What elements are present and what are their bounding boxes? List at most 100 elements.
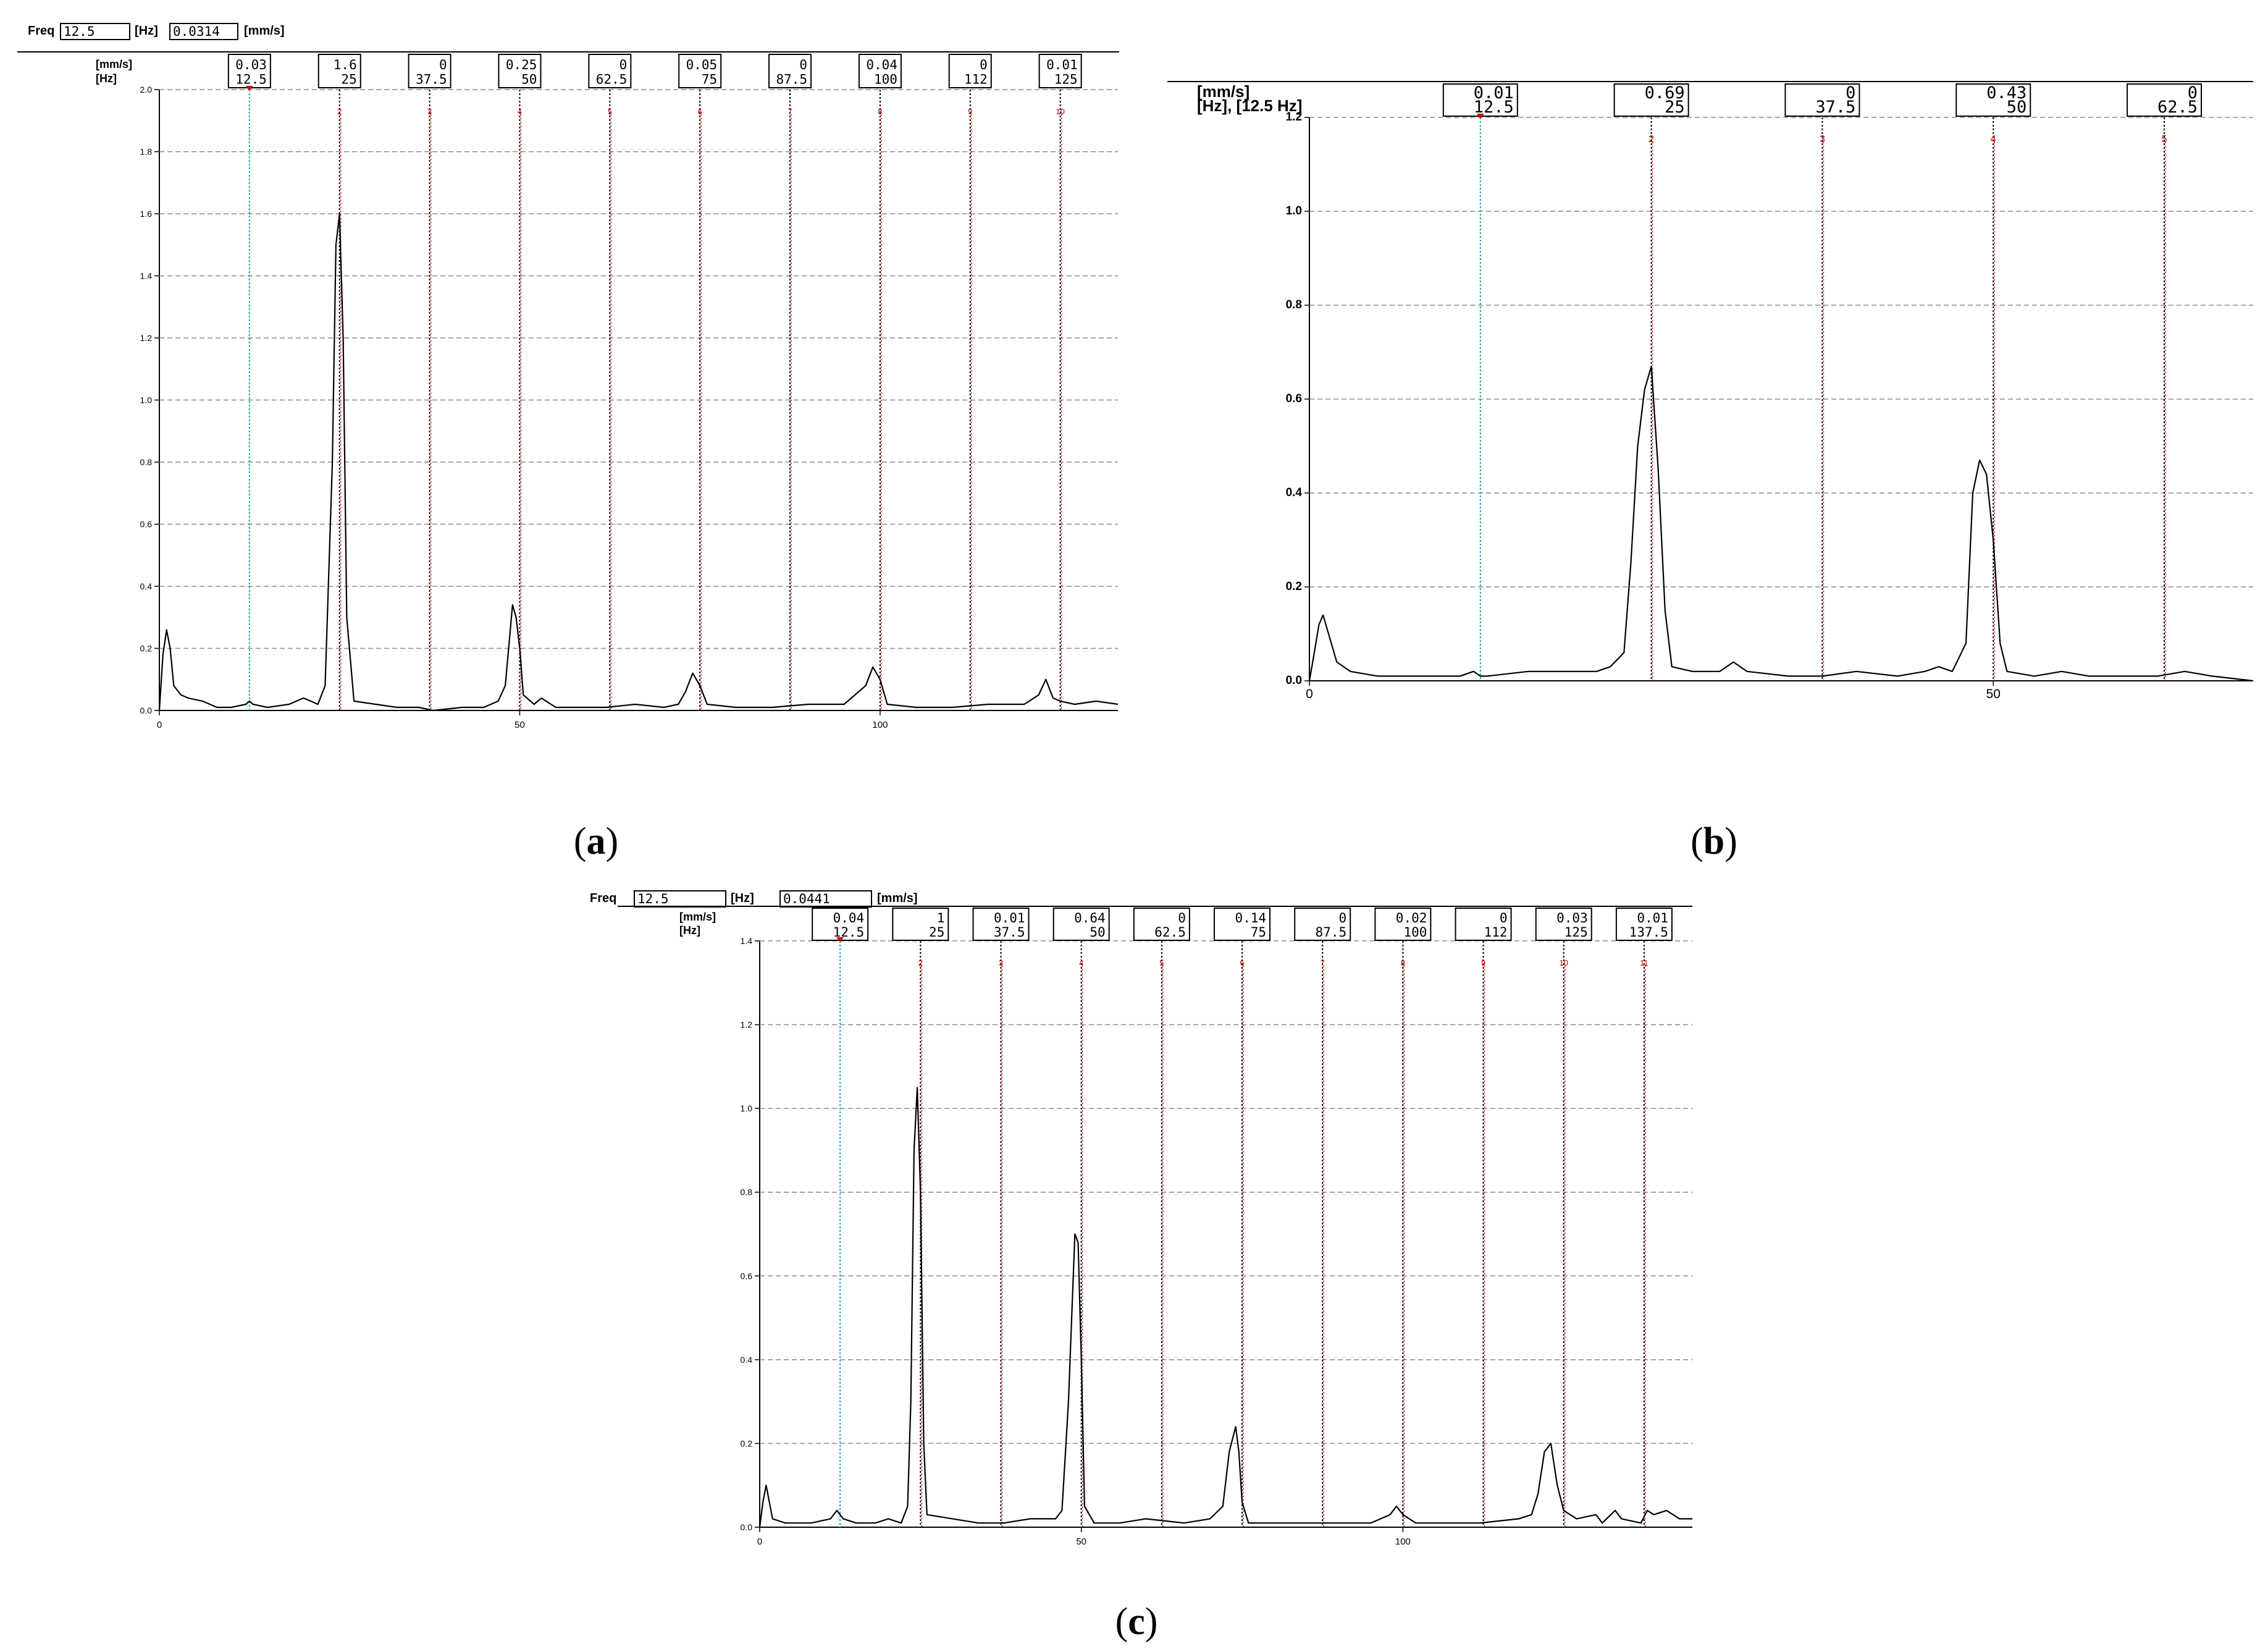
harmonic-amp: 0	[980, 57, 988, 72]
y-tick-label: 0.0	[741, 1522, 753, 1532]
harmonic-freq: 87.5	[1316, 925, 1347, 940]
cursor-marker-icon	[245, 86, 253, 91]
harmonic-box	[1955, 83, 2031, 117]
panel-caption-letter: a	[587, 820, 606, 862]
harmonic-box	[892, 908, 949, 941]
y-tick-label: 0.0	[140, 706, 153, 715]
harmonic-box	[408, 54, 452, 88]
freq-unit: [Hz]	[135, 24, 158, 38]
harmonic-amp: 0.03	[235, 57, 267, 72]
amp-unit-label: [mm/s]	[96, 58, 132, 70]
harmonic-cursor-5[interactable]: 062.55	[588, 54, 632, 710]
harmonic-box	[972, 908, 1030, 941]
harmonic-amp: 0.04	[833, 911, 865, 925]
harmonic-number: 8	[878, 107, 882, 116]
y-tick-label: 1.2	[140, 333, 153, 343]
harmonic-amp: 0.01	[1637, 911, 1668, 925]
harmonic-cursor-5[interactable]: 062.55	[1133, 908, 1190, 1527]
harmonic-freq: 112	[1484, 925, 1508, 940]
harmonic-box	[1214, 908, 1271, 941]
harmonic-amp: 0.43	[1986, 83, 2026, 103]
harmonic-number: 3	[427, 107, 432, 116]
harmonic-freq: 125	[1054, 72, 1078, 87]
harmonic-amp: 0.03	[1556, 911, 1588, 925]
harmonic-box	[1038, 54, 1082, 88]
harmonic-freq: 12.5	[1474, 98, 1514, 117]
harmonic-freq: 100	[874, 72, 897, 87]
harmonic-cursor-3[interactable]: 037.53	[1784, 83, 1860, 681]
harmonic-box	[1294, 908, 1351, 941]
y-tick-label: 0.4	[1286, 486, 1303, 499]
x-tick-label: 100	[1395, 1536, 1411, 1547]
harmonic-amp: 0	[2188, 83, 2198, 103]
harmonic-amp: 0	[1178, 911, 1186, 925]
harmonic-freq: 100	[1403, 925, 1427, 940]
harmonic-cursor-5[interactable]: 062.55	[2127, 83, 2203, 681]
x-tick-label: 0	[1306, 687, 1313, 701]
freq-input-value: 12.5	[637, 891, 669, 906]
harmonic-number: 6	[698, 107, 702, 116]
harmonic-number: 11	[1640, 958, 1648, 967]
y-tick-label: 1.2	[1286, 111, 1302, 124]
y-tick-label: 0.8	[741, 1187, 753, 1197]
harmonic-cursor-7[interactable]: 087.57	[768, 54, 812, 710]
harmonic-number: 4	[1079, 958, 1083, 967]
harmonic-cursor-2[interactable]: 1.625 2	[317, 54, 361, 710]
harmonic-amp: 0	[1846, 83, 1855, 103]
harmonic-number: 3	[999, 958, 1003, 967]
harmonic-number: 9	[1481, 958, 1485, 967]
harmonic-box	[1535, 908, 1592, 941]
harmonic-number: 7	[1321, 958, 1325, 967]
y-tick-label: 0.2	[140, 644, 153, 654]
spectrum-line	[158, 213, 1119, 712]
panel-caption: (a)	[574, 820, 618, 862]
harmonic-cursor-7[interactable]: 087.57	[1294, 908, 1351, 1527]
harmonic-freq: 25	[1665, 98, 1685, 117]
harmonic-freq: 25	[341, 72, 356, 87]
cursor-marker-icon	[836, 937, 844, 942]
y-tick-label: 1.6	[140, 209, 153, 219]
harmonic-freq: 12.5	[235, 72, 267, 87]
harmonic-freq: 75	[702, 72, 717, 87]
harmonic-box	[317, 54, 361, 88]
harmonic-cursor-3[interactable]: 037.53	[408, 54, 452, 710]
harmonic-box	[498, 54, 542, 88]
y-tick-label: 0.8	[140, 457, 153, 467]
harmonic-number: 8	[1401, 958, 1405, 967]
freq-input-value: 12.5	[64, 24, 95, 39]
harmonic-freq: 75	[1251, 925, 1266, 940]
freq-input[interactable]	[634, 890, 726, 908]
harmonic-freq: 112	[964, 72, 988, 87]
harmonic-freq: 87.5	[776, 72, 807, 87]
amp-input-value: 0.0314	[173, 24, 220, 39]
harmonic-amp: 0	[1339, 911, 1347, 925]
harmonic-freq: 62.5	[2157, 98, 2198, 117]
amp-input[interactable]	[169, 23, 238, 40]
harmonic-number: 6	[1240, 958, 1244, 967]
amp-input[interactable]	[779, 890, 872, 908]
harmonic-box	[1052, 908, 1110, 941]
freq-input[interactable]	[60, 23, 130, 40]
harmonic-amp: 0	[799, 57, 807, 72]
amp-input-value: 0.0441	[783, 891, 830, 906]
harmonic-amp: 0.02	[1396, 911, 1427, 925]
harmonic-freq: 62.5	[1154, 925, 1186, 940]
